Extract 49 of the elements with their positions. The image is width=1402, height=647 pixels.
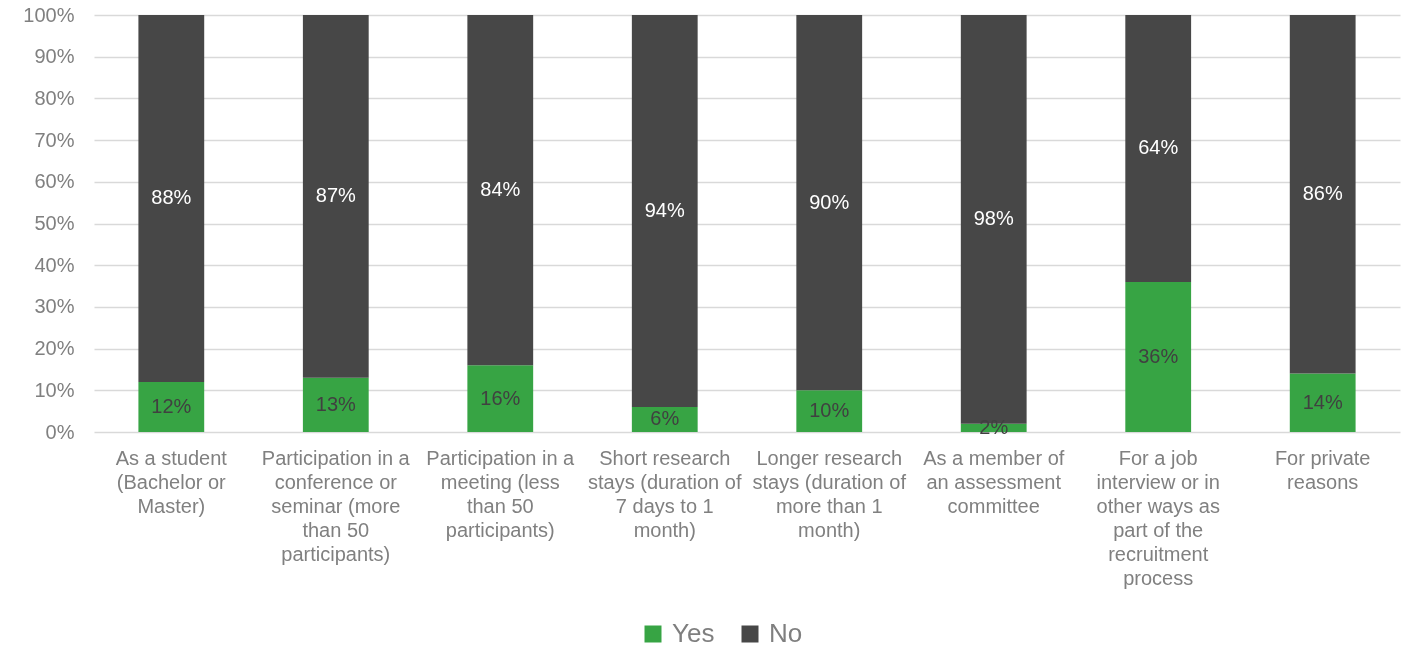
y-tick-label: 60% bbox=[34, 170, 75, 193]
data-label: 86% bbox=[1302, 182, 1343, 205]
y-tick-label: 40% bbox=[34, 253, 75, 276]
y-tick-label: 30% bbox=[34, 295, 75, 318]
y-tick-label: 50% bbox=[34, 212, 75, 234]
bar bbox=[1125, 15, 1192, 282]
x-tick-label: Participation in a meeting (less than 50 participants) bbox=[426, 446, 576, 541]
data-label: 36% bbox=[1138, 344, 1179, 367]
x-tick-label: Participation in a conference or seminar (more than 50 participants) bbox=[261, 446, 411, 565]
bar bbox=[796, 390, 863, 432]
data-label: 64% bbox=[1138, 136, 1179, 159]
data-label: 90% bbox=[809, 190, 850, 213]
data-label: 14% bbox=[1302, 390, 1343, 413]
bar bbox=[467, 365, 534, 432]
bar bbox=[138, 15, 205, 382]
data-label: 16% bbox=[480, 386, 521, 409]
x-tick-label: For private reasons bbox=[1274, 446, 1371, 493]
bar bbox=[796, 15, 863, 391]
data-label: 98% bbox=[973, 207, 1014, 230]
y-tick-label: 100% bbox=[23, 3, 75, 26]
y-tick-label: 10% bbox=[34, 378, 75, 401]
bar bbox=[1125, 281, 1192, 432]
x-tick-label: Longer research stays (duration of more than 1 month) bbox=[752, 446, 907, 541]
x-tick-label: As a member of an assessment committee bbox=[923, 446, 1065, 517]
data-label: 87% bbox=[315, 184, 357, 207]
x-tick-label: Short research stays (duration of 7 days to 1 month) bbox=[588, 446, 742, 541]
data-label: 84% bbox=[480, 178, 521, 201]
bar bbox=[138, 381, 205, 432]
data-label: 6% bbox=[650, 407, 680, 430]
x-tick-label: As a student (Bachelor or Master) bbox=[115, 446, 228, 517]
data-label: 94% bbox=[644, 198, 685, 221]
bar bbox=[302, 377, 369, 432]
y-tick-label: 20% bbox=[34, 337, 75, 360]
bar bbox=[467, 15, 534, 366]
bar bbox=[302, 15, 369, 378]
bar bbox=[1289, 15, 1356, 374]
data-label: 13% bbox=[315, 392, 357, 415]
y-tick-label: 80% bbox=[34, 86, 75, 109]
data-label: 88% bbox=[151, 186, 192, 209]
y-tick-label: 70% bbox=[34, 128, 75, 151]
x-tick-label: For a job interview or in other ways as part of the recruitment process bbox=[1096, 446, 1220, 589]
y-tick-label: 0% bbox=[45, 420, 75, 443]
bar bbox=[631, 15, 698, 407]
legend-label: Yes bbox=[672, 618, 715, 647]
data-label: 12% bbox=[151, 394, 192, 417]
bar bbox=[1289, 373, 1356, 432]
y-tick-label: 90% bbox=[34, 45, 75, 68]
data-label: 10% bbox=[809, 399, 850, 422]
legend-label: No bbox=[769, 618, 803, 647]
